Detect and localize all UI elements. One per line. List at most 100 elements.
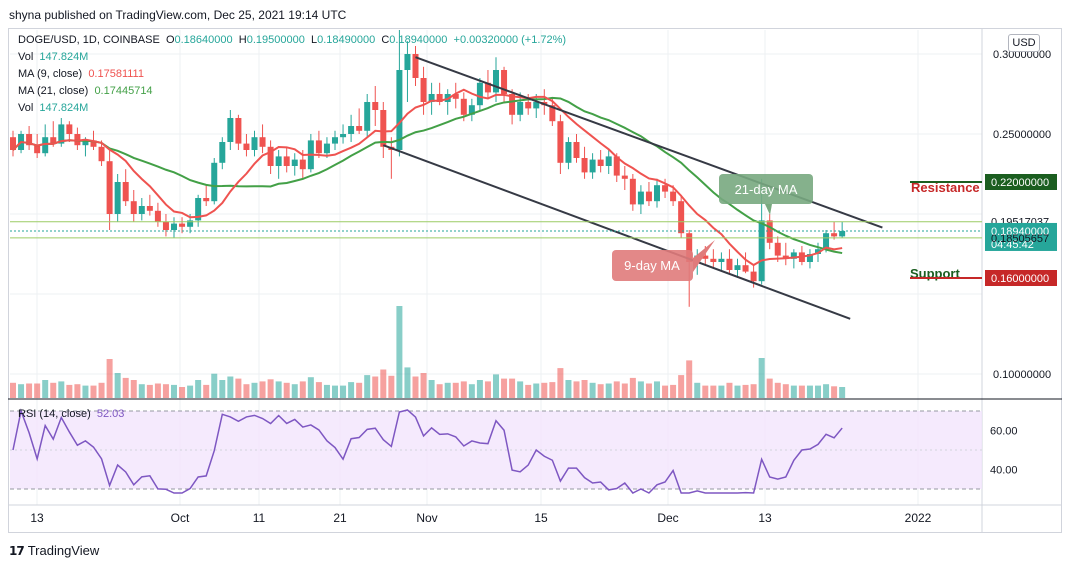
volume-bar bbox=[613, 381, 620, 398]
rsi-tick-label: 60.00 bbox=[990, 426, 1018, 438]
volume-bars bbox=[10, 306, 846, 398]
volume-bar bbox=[251, 382, 258, 398]
candle-body bbox=[645, 191, 652, 202]
rsi-value: 52.03 bbox=[96, 408, 125, 420]
volume-bar bbox=[589, 382, 596, 398]
candle-body bbox=[702, 255, 709, 259]
volume-bar bbox=[766, 378, 773, 398]
price-label-tag bbox=[985, 222, 1057, 251]
ma21-callout-label: 21-day MA bbox=[735, 182, 798, 197]
close-label: C bbox=[381, 34, 390, 46]
volume-bar bbox=[565, 380, 572, 398]
candle-body bbox=[82, 140, 89, 146]
candle-body bbox=[766, 220, 773, 243]
volume-bar bbox=[195, 380, 202, 398]
candle-body bbox=[718, 258, 725, 262]
candle-body bbox=[831, 233, 838, 237]
volume-bar bbox=[299, 381, 306, 398]
rsi-tick-label: 40.00 bbox=[990, 465, 1018, 477]
price-axis: 0.30000000 0.25000000 0.10000000 60.00 40.00… bbox=[30, 49, 1057, 525]
volume-bar bbox=[348, 382, 355, 398]
candle-body bbox=[782, 255, 789, 259]
volume-bar bbox=[162, 384, 169, 398]
volume-bar bbox=[501, 378, 508, 398]
candle-body bbox=[114, 182, 121, 214]
candle-body bbox=[26, 134, 33, 146]
volume-bar bbox=[315, 382, 322, 398]
volume-bar bbox=[122, 377, 129, 398]
candle-body bbox=[380, 110, 387, 147]
volume-bar bbox=[509, 378, 516, 398]
candle-body bbox=[50, 137, 57, 144]
currency-button[interactable]: USD bbox=[1008, 34, 1040, 52]
candle-body bbox=[227, 118, 234, 142]
ma9-callout-box bbox=[612, 250, 693, 281]
volume-bar bbox=[702, 385, 709, 398]
ma9-callout-pointer bbox=[693, 240, 715, 272]
candle-body bbox=[839, 230, 846, 237]
candle-body bbox=[195, 198, 202, 221]
candle-body bbox=[364, 102, 371, 131]
time-tick-label: 2022 bbox=[905, 511, 932, 525]
tradingview-logo-icon: 17 bbox=[9, 543, 25, 558]
ohlc-legend: DOGE/USD, 1D, COINBASE O0.18640000 H0.19… bbox=[18, 34, 566, 46]
volume-bar bbox=[645, 383, 652, 398]
volume-bar bbox=[211, 373, 218, 398]
volume-bar bbox=[686, 360, 693, 398]
volume-bar bbox=[629, 377, 636, 398]
volume2-legend: Vol 147.824M bbox=[18, 102, 88, 114]
chart-frame bbox=[8, 28, 1062, 533]
volume-bar bbox=[283, 382, 290, 398]
volume-legend: Vol 147.824M bbox=[18, 51, 88, 63]
ma9-value: 0.17581111 bbox=[88, 68, 144, 80]
ma21-label: MA (21, close) bbox=[18, 85, 89, 97]
price-tick-label: 0.30000000 bbox=[993, 49, 1051, 61]
rsi-label: RSI (14, close) bbox=[18, 408, 91, 420]
volume-bar bbox=[243, 384, 250, 398]
volume-bar bbox=[823, 384, 830, 398]
close-value: 0.18940000 bbox=[389, 34, 448, 46]
brand-name[interactable]: TradingView bbox=[27, 543, 100, 558]
ma21-callout-box bbox=[719, 174, 813, 204]
candle-body bbox=[348, 126, 355, 134]
publish-info: shyna published on TradingView.com, Dec … bbox=[9, 8, 347, 22]
candle-body bbox=[122, 182, 129, 202]
rsi-legend: RSI (14, close) 52.03 bbox=[18, 408, 124, 420]
candle-body bbox=[404, 54, 411, 70]
volume-bar bbox=[750, 384, 757, 398]
time-tick-label: 11 bbox=[253, 511, 266, 525]
volume-bar bbox=[66, 384, 73, 398]
volume-bar bbox=[388, 375, 395, 398]
volume-bar bbox=[26, 383, 33, 398]
low-value: 0.18490000 bbox=[317, 34, 376, 46]
vol2-value: 147.824M bbox=[39, 102, 89, 114]
candle-body bbox=[662, 185, 669, 192]
time-tick-label: Nov bbox=[416, 511, 437, 525]
candle-body bbox=[291, 159, 298, 166]
volume-bar bbox=[605, 383, 612, 398]
candle-body bbox=[171, 223, 177, 230]
candle-body bbox=[597, 159, 604, 166]
volume-bar bbox=[291, 384, 298, 398]
volume-bar bbox=[50, 382, 57, 398]
candle-body bbox=[420, 78, 427, 102]
volume-bar bbox=[517, 381, 524, 398]
volume-bar bbox=[798, 385, 805, 398]
candle-body bbox=[42, 137, 49, 154]
candle-body bbox=[758, 220, 765, 282]
volume-bar bbox=[678, 375, 685, 398]
volume-bar bbox=[323, 384, 330, 398]
candle-body bbox=[396, 70, 403, 150]
candle-body bbox=[275, 156, 282, 166]
volume-bar bbox=[98, 382, 105, 398]
volume-bar bbox=[742, 384, 749, 398]
candle-body bbox=[823, 233, 830, 250]
volume-bar bbox=[460, 381, 467, 398]
candle-body bbox=[162, 222, 169, 230]
volume-bar bbox=[146, 384, 153, 398]
candle-body bbox=[815, 249, 821, 254]
candle-body bbox=[130, 201, 137, 214]
price-label-text: 0.22000000 bbox=[991, 177, 1049, 189]
candle-body bbox=[678, 201, 685, 234]
